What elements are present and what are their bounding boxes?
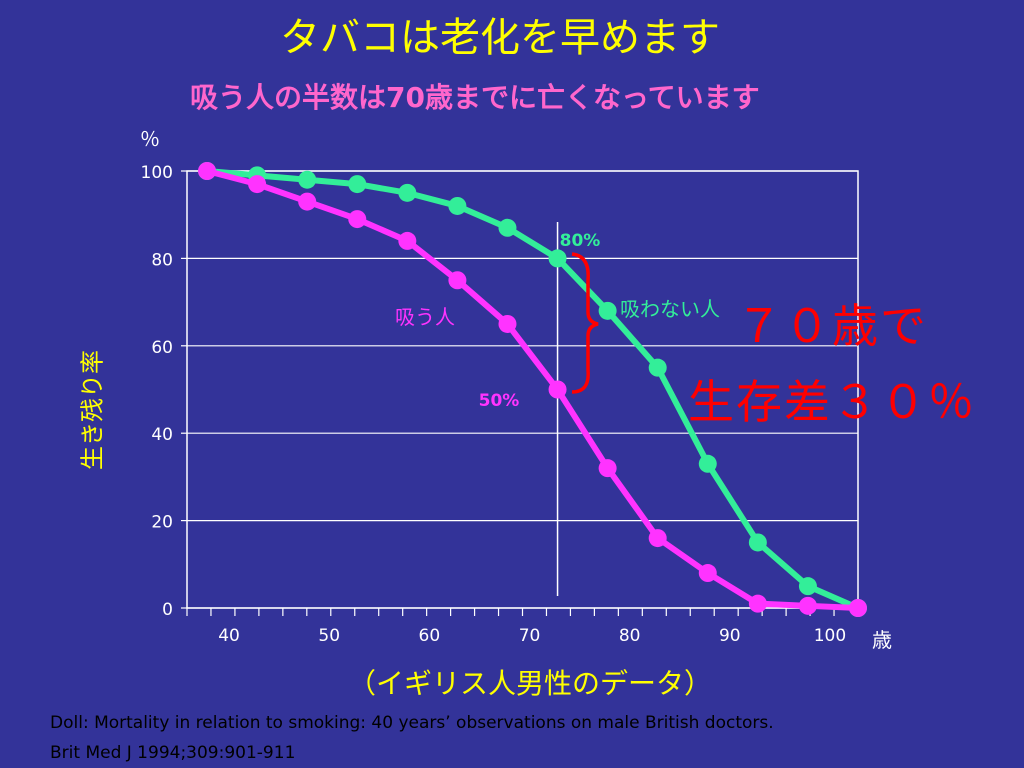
data-point [698, 454, 717, 473]
citation-line-2: Brit Med J 1994;309:901-911 [50, 743, 296, 763]
data-point [748, 533, 767, 552]
data-point [598, 459, 617, 478]
data-point [298, 170, 317, 189]
data-point [348, 210, 367, 229]
slide-title: タバコは老化を早めます [280, 15, 720, 61]
data-point [498, 314, 517, 333]
label-nonsmoker-80pct: 80% [560, 231, 601, 251]
data-point [548, 380, 567, 399]
x-axis-unit: 歳 [872, 628, 892, 652]
data-point [448, 271, 467, 290]
data-point [598, 301, 617, 320]
y-tick-label: 0 [162, 600, 173, 620]
y-tick-label: 40 [151, 425, 173, 445]
x-tick-label: 90 [719, 626, 741, 646]
data-point [498, 218, 517, 237]
data-point [548, 249, 567, 268]
y-tick-label: 100 [141, 163, 173, 183]
survival-difference-callout: ７０歳で 生存差３０％ [640, 288, 1024, 440]
data-point [348, 175, 367, 194]
data-point [298, 192, 317, 211]
slide-subtitle: 吸う人の半数は70歳までに亡くなっています [190, 81, 760, 114]
callout-line-2: 生存差３０％ [688, 375, 976, 429]
data-point [648, 529, 667, 548]
label-smoker-series: 吸う人 [395, 305, 455, 329]
x-tick-label: 80 [619, 626, 641, 646]
y-tick-label: 80 [151, 250, 173, 270]
data-point [398, 183, 417, 202]
data-point [448, 196, 467, 215]
data-point [849, 599, 867, 617]
data-point [798, 577, 817, 596]
citation-line-1: Doll: Mortality in relation to smoking: … [50, 713, 774, 733]
data-source-caption: （イギリス人男性のデータ） [347, 667, 712, 700]
data-point [648, 358, 667, 377]
x-tick-label: 60 [419, 626, 441, 646]
x-tick-label: 100 [814, 626, 846, 646]
x-tick-label: 70 [519, 626, 541, 646]
y-tick-label: 60 [151, 338, 173, 358]
x-tick-label: 40 [218, 626, 240, 646]
data-point [198, 162, 217, 180]
y-axis-unit: ％ [140, 127, 160, 151]
x-tick-label: 50 [318, 626, 340, 646]
y-tick-label: 20 [151, 513, 173, 533]
data-point [698, 564, 717, 583]
label-smoker-50pct: 50% [479, 391, 520, 411]
data-point [748, 594, 767, 613]
callout-line-1: ７０歳で [736, 299, 928, 353]
label-nonsmoker-series: 吸わない人 [620, 297, 720, 321]
curly-bracket [571, 252, 599, 394]
data-point [248, 175, 267, 194]
citation: Doll: Mortality in relation to smoking: … [50, 708, 774, 768]
data-point [798, 596, 817, 615]
data-point [398, 231, 417, 250]
